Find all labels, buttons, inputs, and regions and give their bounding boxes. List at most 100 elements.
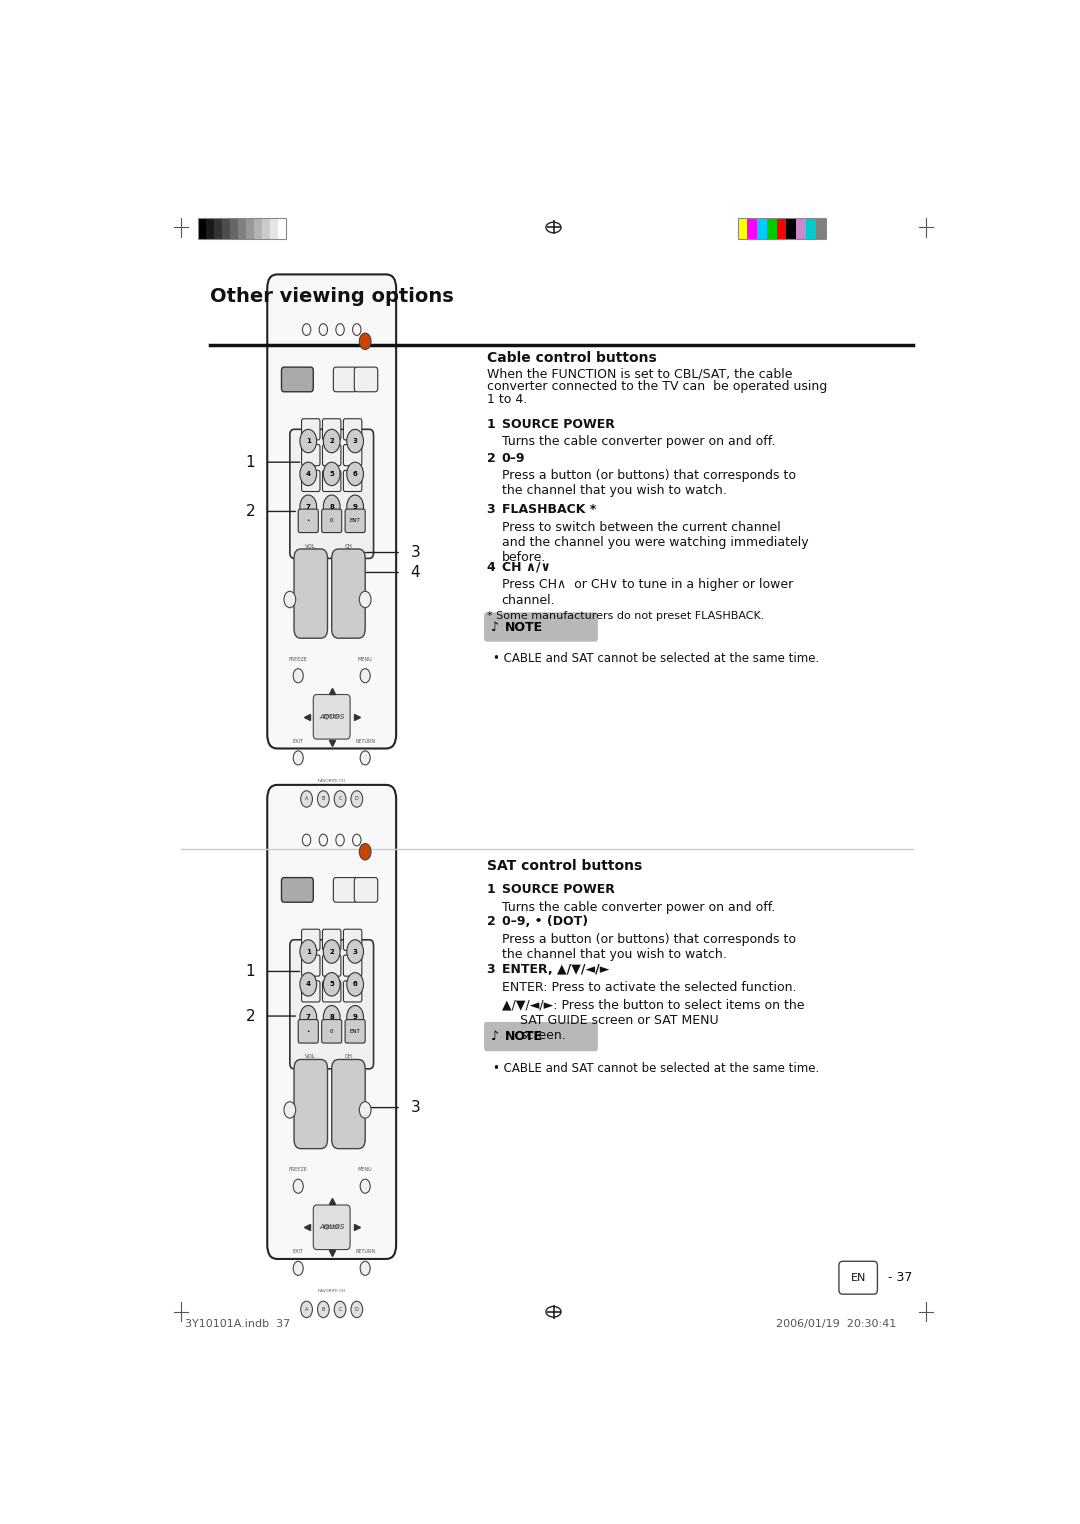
- Text: 0–9, • (DOT): 0–9, • (DOT): [501, 914, 588, 928]
- Text: CH: CH: [345, 1055, 352, 1059]
- Circle shape: [302, 323, 311, 335]
- Text: CH: CH: [345, 544, 352, 549]
- Text: 2: 2: [486, 451, 496, 465]
- Text: ENTER, ▲/▼/◄/►: ENTER, ▲/▼/◄/►: [501, 963, 609, 977]
- Text: Cable control buttons: Cable control buttons: [486, 351, 657, 364]
- Bar: [238, 218, 246, 239]
- Text: 4: 4: [306, 981, 311, 988]
- Text: • CABLE and SAT cannot be selected at the same time.: • CABLE and SAT cannot be selected at th…: [494, 652, 820, 666]
- Text: 0–9: 0–9: [501, 451, 525, 465]
- FancyBboxPatch shape: [343, 981, 362, 1001]
- FancyBboxPatch shape: [343, 956, 362, 977]
- FancyBboxPatch shape: [334, 367, 356, 392]
- Text: VOL: VOL: [306, 544, 316, 549]
- Text: C: C: [338, 1308, 341, 1312]
- FancyBboxPatch shape: [332, 549, 365, 639]
- Text: 0: 0: [330, 1029, 334, 1033]
- Text: RETURN: RETURN: [355, 739, 375, 744]
- Text: 1: 1: [306, 437, 311, 443]
- Text: 1: 1: [306, 948, 311, 954]
- FancyBboxPatch shape: [334, 878, 356, 902]
- FancyBboxPatch shape: [289, 430, 374, 558]
- Circle shape: [352, 323, 361, 335]
- Text: 2: 2: [486, 914, 496, 928]
- Text: 3: 3: [353, 437, 357, 443]
- Text: 2: 2: [245, 504, 255, 520]
- Circle shape: [360, 844, 372, 860]
- Text: 8: 8: [329, 1015, 334, 1020]
- Circle shape: [293, 751, 303, 765]
- Text: 5: 5: [329, 981, 334, 988]
- Text: • CABLE and SAT cannot be selected at the same time.: • CABLE and SAT cannot be selected at th…: [494, 1062, 820, 1074]
- Bar: [738, 218, 825, 239]
- Text: ▲/▼/◄/►: Press the button to select items on the: ▲/▼/◄/►: Press the button to select item…: [501, 998, 805, 1012]
- FancyBboxPatch shape: [301, 930, 320, 951]
- Text: ENT: ENT: [350, 518, 361, 523]
- Text: Press a button (or buttons) that corresponds to: Press a button (or buttons) that corresp…: [501, 469, 796, 482]
- Text: 1: 1: [486, 884, 496, 896]
- Circle shape: [323, 430, 340, 453]
- Text: 1: 1: [486, 418, 496, 431]
- FancyBboxPatch shape: [323, 471, 341, 492]
- FancyBboxPatch shape: [354, 878, 378, 902]
- Circle shape: [323, 462, 340, 486]
- Bar: [198, 218, 285, 239]
- Text: 4: 4: [410, 565, 420, 581]
- FancyBboxPatch shape: [323, 445, 341, 466]
- FancyBboxPatch shape: [343, 445, 362, 466]
- Text: FAVORITE CH: FAVORITE CH: [319, 1289, 346, 1292]
- Bar: [198, 218, 206, 239]
- Text: ENTER: Press to activate the selected function.: ENTER: Press to activate the selected fu…: [501, 981, 796, 994]
- Text: 5: 5: [329, 471, 334, 477]
- FancyBboxPatch shape: [343, 419, 362, 440]
- Circle shape: [320, 323, 327, 335]
- FancyBboxPatch shape: [298, 1020, 319, 1042]
- Text: 2: 2: [329, 437, 334, 443]
- Bar: [786, 218, 796, 239]
- Text: RETURN: RETURN: [355, 1250, 375, 1254]
- Circle shape: [347, 495, 364, 518]
- Text: 8: 8: [329, 504, 334, 509]
- Circle shape: [347, 462, 364, 486]
- FancyBboxPatch shape: [282, 878, 313, 902]
- FancyBboxPatch shape: [301, 471, 320, 492]
- FancyBboxPatch shape: [323, 930, 341, 951]
- Text: 7: 7: [306, 504, 311, 509]
- Bar: [757, 218, 767, 239]
- Circle shape: [302, 834, 311, 846]
- Bar: [206, 218, 214, 239]
- FancyBboxPatch shape: [313, 695, 350, 739]
- Text: FREEZE: FREEZE: [288, 657, 308, 661]
- Text: AQUOS: AQUOS: [319, 713, 345, 719]
- FancyBboxPatch shape: [301, 981, 320, 1001]
- Text: 1: 1: [245, 454, 255, 469]
- Text: B: B: [322, 1308, 325, 1312]
- Text: 1: 1: [245, 965, 255, 978]
- Circle shape: [360, 669, 370, 683]
- Text: channel.: channel.: [501, 593, 555, 607]
- Text: ENT: ENT: [350, 1029, 361, 1033]
- Text: Turns the cable converter power on and off.: Turns the cable converter power on and o…: [501, 901, 775, 914]
- Text: 3: 3: [410, 1100, 420, 1116]
- Circle shape: [336, 834, 345, 846]
- Circle shape: [300, 495, 316, 518]
- Text: EXIT: EXIT: [293, 1250, 303, 1254]
- Circle shape: [360, 1262, 370, 1276]
- Text: Turns the cable converter power on and off.: Turns the cable converter power on and o…: [501, 436, 775, 448]
- Text: •: •: [307, 518, 310, 523]
- Bar: [230, 218, 238, 239]
- Text: ENTER: ENTER: [324, 715, 340, 719]
- Bar: [738, 218, 747, 239]
- Circle shape: [360, 751, 370, 765]
- Text: NOTE: NOTE: [505, 620, 543, 634]
- Circle shape: [323, 1006, 340, 1029]
- Text: 2006/01/19  20:30:41: 2006/01/19 20:30:41: [777, 1318, 896, 1329]
- Circle shape: [293, 669, 303, 683]
- Text: ♪: ♪: [490, 1030, 499, 1042]
- Text: 1 to 4.: 1 to 4.: [486, 393, 527, 405]
- FancyBboxPatch shape: [289, 940, 374, 1068]
- Text: 9: 9: [353, 504, 357, 509]
- Text: B: B: [322, 797, 325, 802]
- Circle shape: [347, 1006, 364, 1029]
- FancyBboxPatch shape: [323, 981, 341, 1001]
